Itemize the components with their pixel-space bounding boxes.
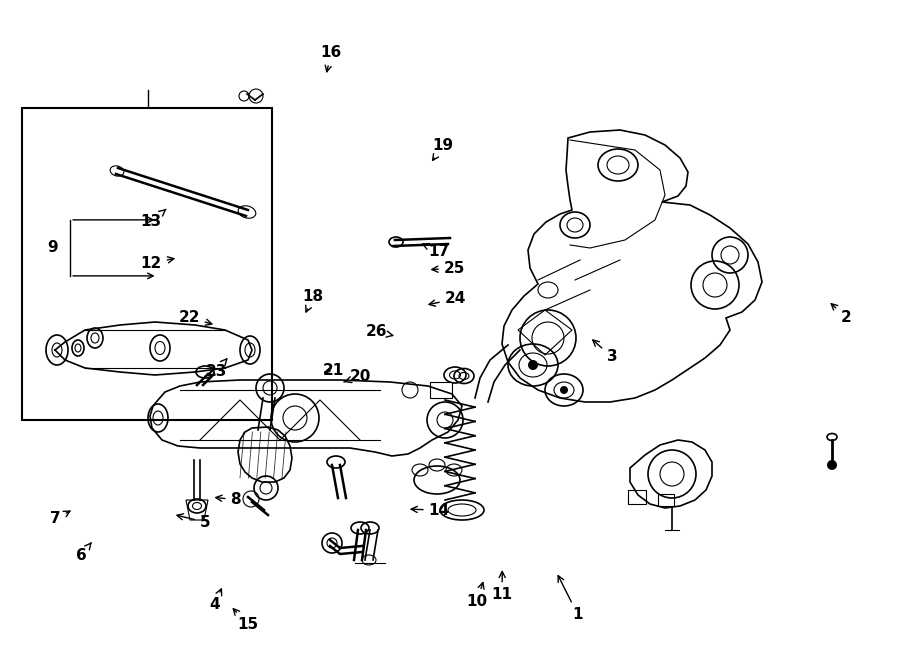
Text: 23: 23 — [205, 359, 227, 379]
Text: 14: 14 — [411, 503, 450, 518]
Bar — [430, 382, 452, 398]
Text: 21: 21 — [322, 363, 344, 377]
Text: 13: 13 — [140, 210, 166, 229]
Circle shape — [528, 360, 538, 370]
Text: 19: 19 — [432, 138, 454, 161]
Text: 11: 11 — [491, 572, 513, 602]
Text: 6: 6 — [76, 543, 91, 563]
Text: 20: 20 — [344, 369, 371, 384]
Text: 16: 16 — [320, 46, 342, 72]
Text: 22: 22 — [178, 310, 212, 325]
Text: 2: 2 — [832, 303, 851, 325]
Circle shape — [827, 460, 837, 470]
Text: 7: 7 — [50, 511, 70, 526]
Bar — [628, 490, 646, 504]
Text: 4: 4 — [209, 589, 221, 612]
Text: 25: 25 — [432, 261, 465, 276]
Text: 5: 5 — [177, 514, 211, 529]
Bar — [658, 494, 674, 506]
Bar — [22, 108, 272, 420]
Text: 18: 18 — [302, 289, 324, 312]
Text: 24: 24 — [429, 292, 466, 306]
Text: 12: 12 — [140, 256, 174, 270]
Text: 3: 3 — [593, 340, 617, 364]
Text: 1: 1 — [558, 576, 583, 622]
Text: 17: 17 — [422, 243, 450, 258]
Circle shape — [560, 386, 568, 394]
Text: 8: 8 — [216, 492, 241, 507]
Text: 9: 9 — [47, 241, 58, 255]
Text: 15: 15 — [233, 609, 258, 632]
Text: 26: 26 — [365, 325, 393, 339]
Text: 10: 10 — [466, 582, 488, 609]
